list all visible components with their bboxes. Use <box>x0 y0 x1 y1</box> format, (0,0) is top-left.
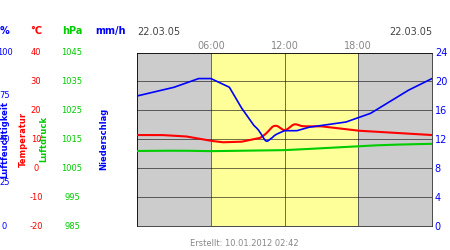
Text: 20: 20 <box>31 106 41 115</box>
Text: hPa: hPa <box>62 26 82 36</box>
Text: Luftdruck: Luftdruck <box>39 116 48 162</box>
Text: 40: 40 <box>31 48 41 57</box>
Text: 985: 985 <box>64 222 80 231</box>
Text: Luftfeuchtigkeit: Luftfeuchtigkeit <box>0 101 9 178</box>
Text: 1005: 1005 <box>62 164 82 173</box>
Text: Erstellt: 10.01.2012 02:42: Erstellt: 10.01.2012 02:42 <box>190 238 299 248</box>
Text: 10: 10 <box>31 135 41 144</box>
Text: 0: 0 <box>2 222 7 231</box>
Text: 100: 100 <box>0 48 13 57</box>
Text: %: % <box>0 26 9 36</box>
Text: 1045: 1045 <box>62 48 82 57</box>
Text: 25: 25 <box>0 178 10 187</box>
Text: 22.03.05: 22.03.05 <box>137 27 180 37</box>
Text: 1035: 1035 <box>62 77 82 86</box>
Text: 22.03.05: 22.03.05 <box>389 27 432 37</box>
Text: 1025: 1025 <box>62 106 82 115</box>
Text: 1015: 1015 <box>62 135 82 144</box>
Bar <box>211 52 358 226</box>
Text: Temperatur: Temperatur <box>19 112 28 167</box>
Bar <box>358 52 432 226</box>
Text: mm/h: mm/h <box>95 26 126 36</box>
Text: °C: °C <box>30 26 42 36</box>
Text: Niederschlag: Niederschlag <box>99 108 108 170</box>
Text: 75: 75 <box>0 92 10 100</box>
Text: -20: -20 <box>29 222 43 231</box>
Text: 995: 995 <box>64 193 80 202</box>
Text: -10: -10 <box>29 193 43 202</box>
Bar <box>137 52 211 226</box>
Text: 30: 30 <box>31 77 41 86</box>
Text: 50: 50 <box>0 135 10 144</box>
Text: 0: 0 <box>33 164 39 173</box>
